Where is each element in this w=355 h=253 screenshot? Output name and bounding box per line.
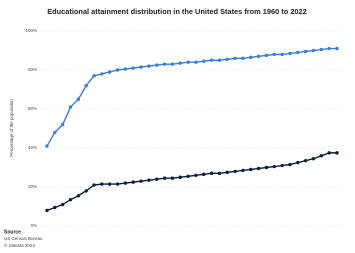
data-point [139, 179, 143, 183]
data-point [100, 72, 104, 76]
data-point [311, 48, 316, 53]
data-point [319, 154, 324, 158]
y-tick-label: 40% [28, 145, 37, 150]
data-point [68, 105, 73, 109]
data-point [76, 97, 81, 101]
data-point [147, 64, 151, 68]
data-point [209, 171, 214, 176]
data-point [217, 58, 222, 62]
y-tick-label: 20% [28, 184, 37, 189]
y-tick-label: 60% [28, 106, 37, 111]
data-point [272, 164, 276, 169]
data-point [280, 163, 284, 168]
data-point [194, 60, 198, 64]
data-point [115, 68, 120, 72]
data-point [131, 180, 135, 184]
data-point [92, 183, 96, 187]
data-point [131, 66, 135, 70]
data-point [194, 173, 198, 177]
data-point [327, 151, 331, 155]
data-point [178, 61, 182, 65]
data-point [108, 70, 112, 74]
y-axis-label: Percentage of the population [9, 99, 14, 157]
data-point [45, 144, 49, 148]
data-point [296, 160, 300, 165]
data-point [186, 174, 190, 178]
y-tick-label: 0% [30, 223, 37, 228]
data-point [249, 55, 253, 60]
data-point [335, 46, 339, 51]
series-line [46, 152, 337, 212]
data-point [303, 49, 308, 54]
data-point [155, 63, 159, 67]
data-point [178, 175, 182, 179]
data-point [123, 181, 128, 185]
data-point [139, 65, 143, 69]
data-point [209, 58, 214, 62]
data-point [162, 176, 167, 180]
data-point [84, 189, 88, 193]
data-point [76, 194, 81, 198]
data-point [233, 56, 237, 60]
data-point [272, 52, 276, 57]
data-point [225, 170, 229, 175]
data-point [264, 53, 269, 58]
data-point [225, 57, 229, 61]
data-point [233, 169, 237, 174]
data-point [155, 177, 159, 181]
copyright: © Statista 2024 [4, 242, 35, 248]
data-point [108, 182, 112, 186]
data-point [303, 158, 308, 163]
data-point [170, 176, 175, 180]
data-point [45, 208, 49, 213]
data-point [115, 182, 120, 186]
data-point [319, 47, 324, 52]
data-point [249, 167, 253, 172]
data-point [327, 46, 331, 51]
data-point [202, 172, 206, 177]
y-tick-label: 100% [25, 28, 37, 33]
data-point [296, 50, 300, 55]
data-point [256, 54, 261, 59]
data-point [241, 56, 245, 60]
data-point [288, 162, 292, 167]
data-point [53, 205, 57, 210]
data-point [202, 59, 206, 63]
data-point [123, 67, 128, 71]
data-point [60, 122, 65, 127]
data-point [335, 151, 339, 155]
source-label: Source [4, 229, 21, 235]
chart-title: Educational attainment distribution in t… [47, 7, 307, 16]
data-point [53, 130, 57, 135]
data-point [147, 178, 151, 182]
data-point [280, 52, 284, 57]
data-point [170, 62, 175, 66]
data-point [264, 165, 269, 170]
y-tick-label: 80% [28, 67, 37, 72]
data-point [68, 197, 73, 202]
data-point [256, 166, 261, 171]
data-point [241, 168, 245, 173]
data-point [288, 51, 292, 56]
data-point [186, 60, 190, 64]
data-point [162, 62, 167, 66]
data-point [60, 202, 65, 207]
data-point [311, 157, 316, 161]
data-point [84, 83, 88, 88]
source: US Census Bureau [4, 236, 43, 241]
series-line [46, 47, 337, 147]
data-point [100, 182, 104, 186]
data-point [92, 74, 96, 78]
data-point [217, 171, 222, 176]
